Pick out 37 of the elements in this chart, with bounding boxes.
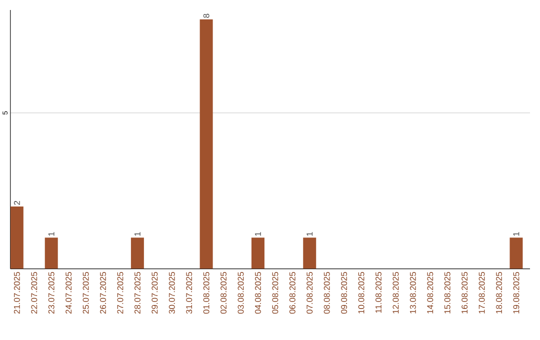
data-label: 8 <box>203 14 210 18</box>
x-tick-label: 17.08.2025 <box>478 272 485 314</box>
x-tick-label: 09.08.2025 <box>341 272 348 314</box>
x-tick-label: 14.08.2025 <box>427 272 434 314</box>
x-tick-label: 19.08.2025 <box>513 272 520 314</box>
x-tick-label: 02.08.2025 <box>220 272 227 314</box>
x-tick-label: 18.08.2025 <box>496 272 502 314</box>
x-tick-label: 01.08.2025 <box>203 272 210 314</box>
x-tick-label: 11.08.2025 <box>376 272 382 313</box>
x-tick-label: 13.08.2025 <box>410 272 416 314</box>
x-tick-label: 05.08.2025 <box>272 272 278 314</box>
data-label: 1 <box>306 232 313 236</box>
x-tick-label: 29.07.2025 <box>152 272 158 314</box>
x-tick-label: 28.07.2025 <box>134 272 140 314</box>
x-tick-label: 21.07.2025 <box>14 272 20 314</box>
data-label: 1 <box>48 232 54 236</box>
data-label: 1 <box>134 232 140 236</box>
x-tick-label: 04.08.2025 <box>254 272 261 314</box>
x-tick-label: 25.07.2025 <box>82 272 89 314</box>
data-label: 2 <box>14 201 20 205</box>
data-label: 1 <box>255 232 261 236</box>
x-tick-label: 16.08.2025 <box>462 272 468 314</box>
x-tick-label: 26.07.2025 <box>100 272 106 314</box>
x-tick-label: 06.08.2025 <box>289 272 296 314</box>
data-label: 1 <box>513 232 520 236</box>
x-tick-label: 03.08.2025 <box>238 272 244 314</box>
x-tick-label: 27.07.2025 <box>117 272 124 314</box>
x-tick-label: 24.07.2025 <box>66 272 72 314</box>
x-tick-label: 15.08.2025 <box>444 272 450 314</box>
x-tick-label: 22.07.2025 <box>31 272 38 314</box>
x-tick-label: 23.07.2025 <box>48 272 54 314</box>
x-tick-label: 08.08.2025 <box>324 272 330 314</box>
x-tick-label: 30.07.2025 <box>168 272 175 314</box>
x-tick-label: 10.08.2025 <box>358 272 364 314</box>
x-tick-label: 31.07.2025 <box>186 272 192 314</box>
x-tick-label: 07.08.2025 <box>306 272 313 314</box>
x-tick-label: 12.08.2025 <box>392 272 399 314</box>
